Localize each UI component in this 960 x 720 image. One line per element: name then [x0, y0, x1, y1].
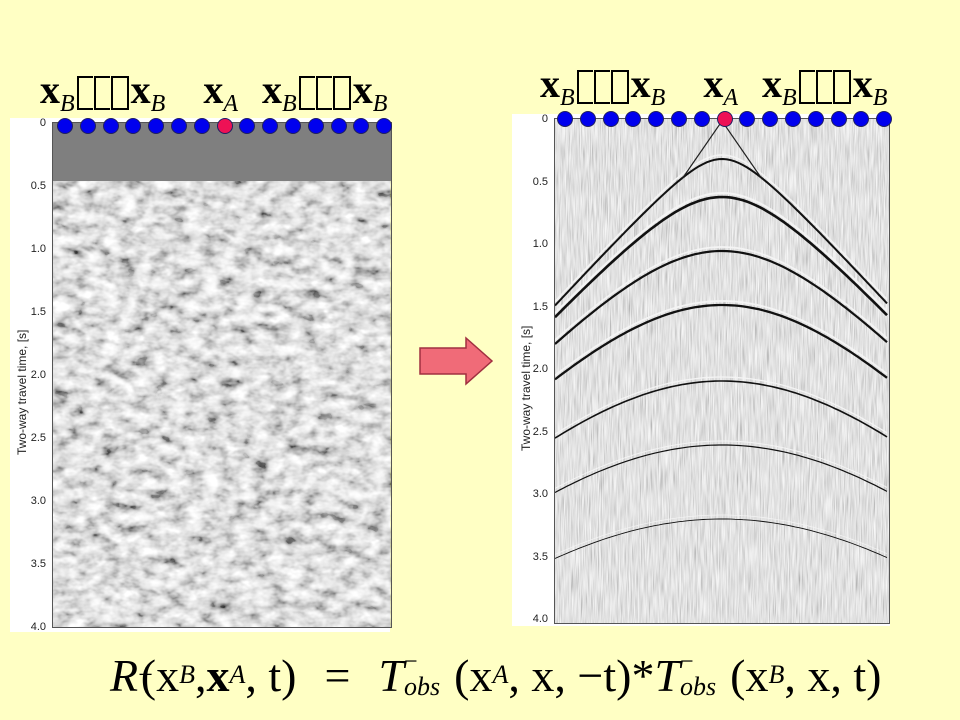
right-seismogram-panel: Two-way travel time, [s] 0 0.5 1.0 1.5 2.0 2.…: [512, 113, 890, 626]
left-receiver-labels: xB xB xA xB xB: [40, 67, 388, 117]
receiver-dot: [739, 111, 756, 127]
receiver-dot: [148, 118, 165, 134]
xb-label: xB: [40, 67, 75, 117]
reflection-event: [555, 518, 888, 559]
receiver-dot: [330, 118, 347, 134]
left-seismogram-panel: Two-way travel time, [s] 0 0.5 1.0 1.5 2.0 2.…: [10, 117, 392, 633]
receiver-dot: [876, 111, 893, 127]
xb-label: xB: [630, 61, 666, 111]
y-tick-label: 4.0: [532, 613, 548, 625]
xb-label: xB: [262, 67, 297, 117]
reflection-event: [555, 376, 888, 435]
y-tick-label: 0.5: [532, 175, 548, 188]
receiver-dot: [671, 111, 687, 127]
y-tick-label: 0: [39, 117, 46, 129]
y-tick-label: 4.0: [30, 621, 46, 633]
receiver-dot: [807, 111, 824, 127]
y-tick-label: 2.5: [532, 425, 548, 438]
y-tick-label: 3.0: [532, 488, 548, 500]
receiver-dot: [102, 118, 119, 134]
xa-label: xA: [203, 67, 239, 117]
y-tick-label: 1.0: [532, 238, 548, 250]
ellipsis-boxes: [298, 76, 351, 110]
right-plot-area: [554, 118, 890, 624]
ellipsis-boxes: [798, 70, 851, 104]
reflection-event: [555, 444, 888, 494]
receiver-dot: [353, 118, 370, 134]
reflection-event: [555, 249, 888, 345]
y-tick-label: 3.5: [30, 558, 46, 570]
receiver-dot: [57, 118, 73, 134]
ellipsis-boxes: [76, 76, 129, 110]
receiver-dot: [193, 118, 210, 134]
receiver-dot: [376, 118, 393, 134]
receiver-dot: [762, 111, 779, 127]
xb-label: xB: [130, 67, 166, 117]
xb-label: xB: [540, 61, 575, 111]
xb-label: xB: [352, 67, 388, 117]
right-receiver-labels: xB xB xA xB xB: [540, 61, 888, 111]
receiver-dot: [557, 111, 573, 127]
y-tick-label: 1.5: [532, 300, 548, 313]
y-tick-label: 0: [541, 113, 548, 125]
xb-label: xB: [852, 61, 888, 111]
receiver-dot: [307, 118, 324, 134]
right-virtual-gather: [555, 119, 889, 623]
y-tick-label: 0.5: [30, 180, 46, 192]
receiver-dot: [239, 118, 256, 134]
reflection-event: [555, 380, 888, 439]
xa-label: xA: [703, 61, 739, 111]
reflection-event: [555, 300, 888, 377]
receiver-dot: [830, 111, 847, 127]
receiver-dot: [853, 111, 870, 127]
left-plot-area: [52, 122, 392, 628]
receiver-dot: [171, 118, 187, 134]
receiver-dot: [125, 118, 142, 134]
y-tick-label: 2.5: [30, 432, 46, 444]
reflection-event: [555, 514, 888, 555]
receiver-dot: [648, 111, 665, 127]
y-tick-label: 3.5: [532, 550, 548, 563]
xb-label: xB: [762, 61, 797, 111]
receiver-dot: [79, 118, 96, 134]
receiver-dot: [579, 111, 596, 127]
reflection-event: [555, 191, 888, 314]
receiver-dot: [262, 118, 279, 134]
right-arrow-icon: [419, 336, 494, 386]
receiver-dot: [785, 111, 801, 127]
y-tick-label: 2.0: [532, 363, 548, 375]
y-tick-label: 3.0: [30, 495, 46, 507]
receiver-dot: [625, 111, 642, 127]
reflection-event: [555, 303, 888, 381]
ellipsis-boxes: [576, 70, 629, 104]
y-tick-label: 1.0: [30, 243, 46, 255]
receiver-dot: [602, 111, 619, 127]
reflection-event: [555, 154, 888, 303]
reflection-event: [555, 157, 888, 307]
source-dot: [216, 118, 233, 134]
reflection-event: [555, 440, 888, 489]
left-noisy-seismogram: [53, 123, 391, 627]
receiver-dot: [285, 118, 301, 134]
y-tick-label: 2.0: [30, 369, 46, 381]
correlation-formula: R − (x B, x A, t) = T − obs (x A, x, −t) * T − obs…: [110, 649, 882, 701]
y-tick-label: 1.5: [30, 306, 46, 318]
receiver-dot: [693, 111, 710, 127]
reflection-event: [555, 246, 888, 341]
source-dot: [716, 111, 733, 127]
reflection-event: [555, 195, 888, 319]
